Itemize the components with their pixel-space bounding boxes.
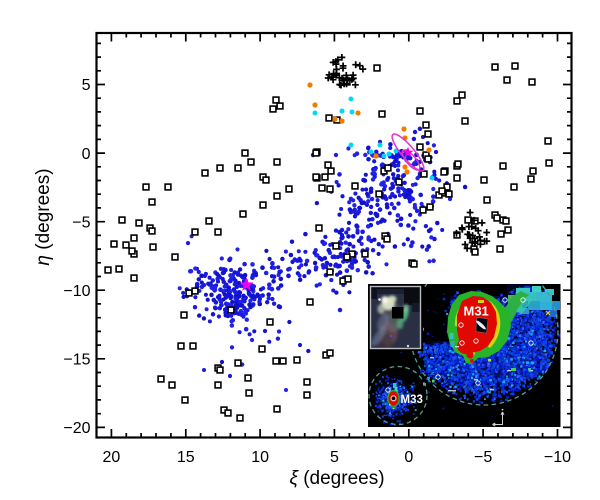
svg-text:5: 5	[82, 77, 91, 94]
svg-text:0: 0	[82, 146, 91, 163]
svg-text:−10: −10	[63, 283, 90, 300]
svg-text:η (degrees): η (degrees)	[33, 168, 54, 265]
svg-text:20: 20	[103, 449, 121, 466]
svg-text:M33: M33	[401, 394, 423, 406]
svg-text:−15: −15	[63, 352, 90, 369]
svg-text:M31: M31	[464, 304, 489, 319]
svg-text:ξ (degrees): ξ (degrees)	[289, 468, 384, 489]
svg-text:−5: −5	[72, 214, 90, 231]
svg-text:15: 15	[177, 449, 195, 466]
svg-text:0: 0	[404, 449, 413, 466]
svg-text:−5: −5	[474, 449, 492, 466]
svg-text:−20: −20	[63, 420, 90, 437]
svg-text:10: 10	[251, 449, 269, 466]
svg-text:5: 5	[330, 449, 339, 466]
svg-text:−10: −10	[544, 449, 571, 466]
